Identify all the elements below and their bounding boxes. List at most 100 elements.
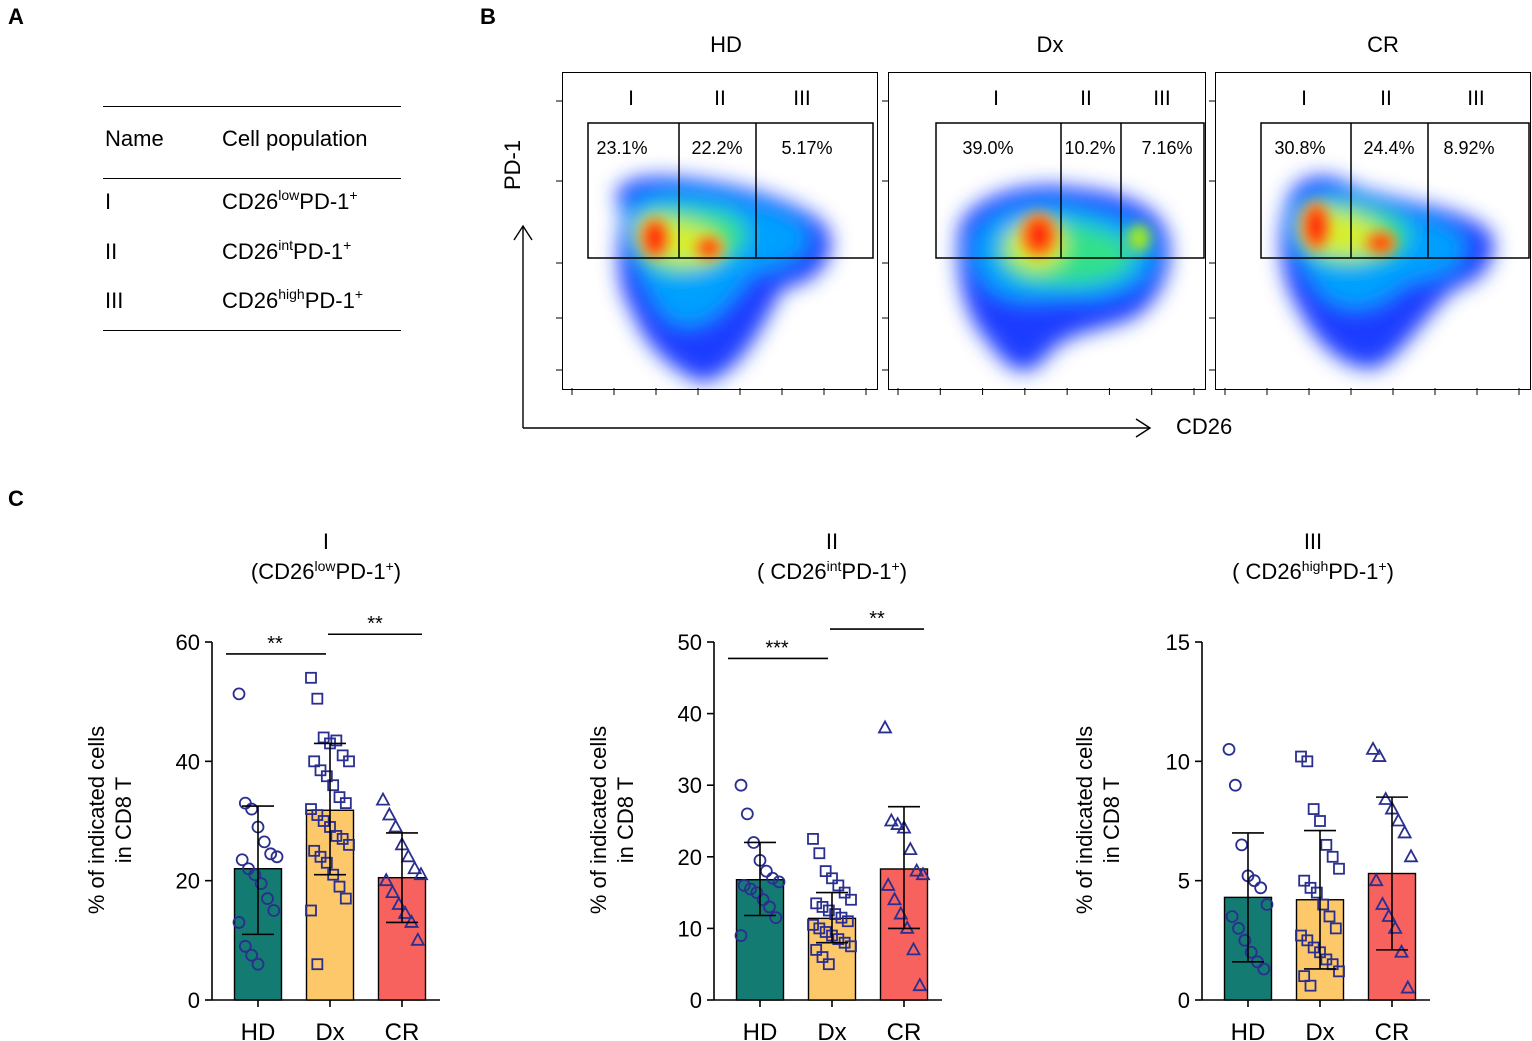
data-point xyxy=(772,875,786,889)
data-point xyxy=(1368,872,1384,887)
data-point xyxy=(1326,850,1339,863)
data-point xyxy=(378,872,394,887)
data-point xyxy=(883,812,899,827)
gate-percentage: 23.1% xyxy=(596,138,648,158)
data-point xyxy=(1365,741,1381,755)
table-header-name: Name xyxy=(105,126,164,151)
data-point xyxy=(384,884,401,899)
data-point xyxy=(1298,970,1311,983)
flow-plot-dx xyxy=(888,72,1206,390)
data-point xyxy=(737,879,751,892)
data-point xyxy=(1310,886,1323,899)
data-point xyxy=(308,755,321,768)
data-point xyxy=(238,796,252,810)
bar-chart-i: 0 20 40 60 HD Dx CR ** ** xyxy=(176,613,440,1041)
chart-ylabel: % of indicated cells in CD8 T xyxy=(1072,725,1124,915)
data-point xyxy=(845,893,857,906)
data-point xyxy=(734,778,748,792)
data-point xyxy=(1301,934,1314,947)
data-point xyxy=(845,940,857,953)
data-point xyxy=(257,835,271,849)
data-point xyxy=(835,911,848,924)
data-point xyxy=(1222,742,1236,756)
data-point xyxy=(1393,943,1410,958)
data-point xyxy=(407,860,423,875)
x-tick-label: CR xyxy=(1375,1019,1410,1041)
y-axis-arrow-head xyxy=(513,224,533,241)
gate-label: II xyxy=(1080,87,1092,110)
data-point xyxy=(766,871,780,885)
data-point xyxy=(1307,803,1320,815)
data-point xyxy=(305,671,317,684)
data-point xyxy=(314,850,327,863)
data-point xyxy=(320,856,333,869)
gate-percentage: 5.17% xyxy=(781,138,833,158)
data-point xyxy=(238,939,252,953)
data-point xyxy=(1298,874,1311,887)
gate-label: I xyxy=(1301,87,1307,110)
data-point xyxy=(877,719,893,734)
data-point xyxy=(320,770,333,783)
y-axis-label-pd1: PD-1 xyxy=(500,139,525,190)
data-point xyxy=(254,877,268,891)
data-point xyxy=(763,900,776,914)
y-tick-label: 50 xyxy=(678,630,702,655)
y-tick-label: 40 xyxy=(678,702,702,727)
data-point xyxy=(886,891,903,906)
data-point xyxy=(336,749,349,762)
data-point xyxy=(261,892,274,905)
x-tick-label: CR xyxy=(887,1019,922,1041)
data-point xyxy=(314,764,327,777)
data-point xyxy=(1314,815,1326,827)
panel-label-a: A xyxy=(8,4,24,29)
data-point xyxy=(1238,933,1252,947)
gate-percentage: 39.0% xyxy=(962,138,1014,158)
data-point xyxy=(813,922,826,935)
data-point xyxy=(311,958,324,971)
x-tick-label: HD xyxy=(743,1019,778,1041)
data-point xyxy=(333,880,346,893)
data-point xyxy=(330,830,343,842)
data-point xyxy=(308,844,321,857)
panel-label-b: B xyxy=(480,4,496,29)
data-point xyxy=(1244,945,1258,959)
data-point xyxy=(330,734,343,747)
data-point xyxy=(1304,979,1317,992)
data-point xyxy=(816,901,829,913)
data-point xyxy=(267,904,281,917)
gate-label: III xyxy=(1467,87,1485,110)
x-tick-label: HD xyxy=(1231,1019,1266,1041)
data-point xyxy=(311,692,324,705)
gate-percentage: 24.4% xyxy=(1363,138,1415,158)
table-top-rule xyxy=(103,106,401,107)
data-point xyxy=(270,850,284,864)
data-point xyxy=(343,838,355,851)
chart-title-i: I (CD26lowPD-1+) xyxy=(250,529,402,584)
data-point xyxy=(413,866,429,881)
data-point xyxy=(1254,881,1268,895)
data-point xyxy=(915,866,931,881)
data-point xyxy=(822,904,835,917)
data-point xyxy=(232,916,246,929)
x-tick-label: CR xyxy=(385,1019,420,1041)
data-point xyxy=(890,816,906,830)
data-point xyxy=(343,755,355,768)
flow-plot-hd xyxy=(562,72,878,390)
data-point xyxy=(829,908,842,920)
data-point xyxy=(245,948,259,962)
data-point xyxy=(740,807,754,821)
data-point xyxy=(813,847,826,860)
data-point xyxy=(375,791,391,806)
flow-title-dx: Dx xyxy=(1036,32,1064,57)
gate-percentage: 10.2% xyxy=(1064,138,1116,158)
y-tick-label: 30 xyxy=(678,773,702,798)
significance-label: ** xyxy=(367,613,383,635)
y-tick-label: 60 xyxy=(176,630,200,655)
table-row-population: CD26intPD-1+ xyxy=(222,237,352,264)
data-point xyxy=(1333,862,1345,875)
table-row-name: III xyxy=(105,288,124,313)
data-point xyxy=(317,815,330,827)
data-point xyxy=(912,977,928,992)
data-point xyxy=(832,933,845,946)
